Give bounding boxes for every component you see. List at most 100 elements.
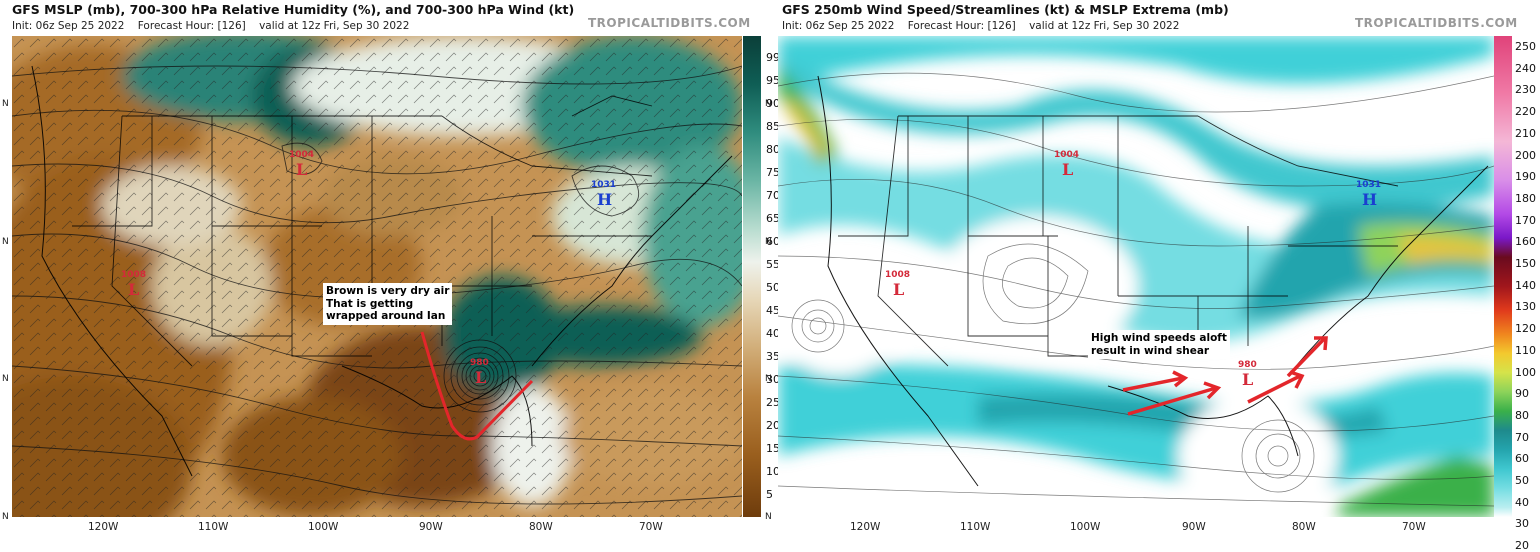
panel-subtitle: Init: 06z Sep 25 2022 Forecast Hour: [12… (12, 20, 419, 32)
low-pressure-value: 1008 (121, 270, 147, 280)
hurricane-pressure-value: 980 (470, 358, 489, 368)
colorbar-tick-label: 60 (1515, 452, 1529, 466)
colorbar-tick-label: 20 (766, 419, 780, 432)
lat-label: N (2, 99, 9, 109)
init-time: Init: 06z Sep 25 2022 (12, 20, 125, 32)
lon-label: 80W (529, 521, 553, 533)
colorbar-tick-label: 80 (766, 143, 780, 156)
colorbar-tick-label: 40 (766, 327, 780, 340)
colorbar-tick-label: 170 (1515, 213, 1536, 227)
colorbar-tick-label: 180 (1515, 191, 1536, 205)
low-pressure-value: 1004 (289, 150, 315, 160)
rh-colorbar-labels: 99 95 90 85 80 75 70 65 60 55 50 45 40 35 30 25 20 15 10 5 (766, 36, 806, 517)
colorbar-tick-label: 60 (766, 235, 780, 248)
brand-watermark: TROPICALTIDBITS.COM (1355, 16, 1518, 30)
colorbar-tick-label: 150 (1515, 257, 1536, 270)
colorbar-tick-label: 45 (766, 304, 780, 317)
brand-watermark: TROPICALTIDBITS.COM (588, 16, 751, 30)
colorbar-tick-label: 30 (1515, 517, 1529, 531)
colorbar-tick-label: 80 (1515, 408, 1529, 422)
lon-label: 90W (1182, 521, 1206, 533)
wind-colorbar (1494, 36, 1512, 517)
panel-subtitle: Init: 06z Sep 25 2022 Forecast Hour: [12… (782, 20, 1189, 32)
rh-colorbar (743, 36, 761, 517)
colorbar-tick-label: 70 (1515, 430, 1529, 444)
lat-label: N (765, 374, 772, 384)
wind-colorbar-labels: 250 240 230 220 210 200 190 180 170 160 150 140 130 1… (1515, 36, 1540, 551)
lon-label: 120W (850, 521, 881, 533)
annotation-line: wrapped around Ian (326, 310, 446, 322)
lat-label: N (765, 237, 772, 247)
init-time: Init: 06z Sep 25 2022 (782, 20, 895, 32)
colorbar-tick-label: 25 (766, 396, 780, 409)
colorbar-tick-label: 20 (1515, 539, 1529, 552)
colorbar-tick-label: 140 (1515, 278, 1536, 292)
high-pressure-letter: H (1362, 190, 1378, 209)
dry-air-annotation: Brown is very dry air That is getting wr… (323, 283, 453, 325)
valid-time: valid at 12z Fri, Sep 30 2022 (1029, 20, 1180, 32)
colorbar-tick-label: 15 (766, 442, 780, 455)
high-pressure-letter: H (597, 190, 613, 209)
colorbar-tick-label: 130 (1515, 300, 1536, 314)
annotation-line: High wind speeds aloft (1091, 332, 1227, 344)
rh-map-svg (12, 36, 742, 517)
lon-label: 100W (308, 521, 339, 533)
colorbar-tick-label: 70 (766, 189, 780, 202)
forecast-hour: Forecast Hour: [126] (137, 20, 246, 32)
colorbar-tick-label: 160 (1515, 235, 1536, 249)
colorbar-tick-label: 55 (766, 258, 780, 271)
wind-map (778, 36, 1494, 517)
lon-label: 110W (198, 521, 229, 533)
valid-time: valid at 12z Fri, Sep 30 2022 (259, 20, 410, 32)
colorbar-tick-label: 99 (766, 51, 780, 64)
colorbar-tick-label: 200 (1515, 148, 1536, 162)
annotation-line: Brown is very dry air (326, 285, 450, 297)
low-pressure-value: 1004 (1054, 150, 1080, 160)
lon-label: 70W (639, 521, 663, 533)
colorbar-tick-label: 120 (1515, 322, 1536, 336)
lat-label: N (2, 237, 9, 247)
rh-map (12, 36, 742, 517)
low-pressure-letter: L (1062, 160, 1074, 179)
colorbar-tick-label: 190 (1515, 170, 1536, 184)
annotation-line: result in wind shear (1091, 344, 1210, 357)
wind-shear-annotation: High wind speeds aloft result in wind sh… (1088, 330, 1230, 359)
colorbar-tick-label: 65 (766, 212, 780, 225)
colorbar-tick-label: 40 (1515, 495, 1529, 509)
colorbar-tick-label: 95 (766, 74, 780, 87)
colorbar-tick-label: 210 (1515, 126, 1536, 140)
lon-label: 120W (88, 521, 119, 533)
jet-stream-panel: GFS 250mb Wind Speed/Streamlines (kt) & … (765, 0, 1540, 551)
low-pressure-value: 1008 (885, 270, 911, 280)
lat-label: N (765, 99, 772, 109)
dry-air-arrow (420, 331, 534, 441)
colorbar-tick-label: 230 (1515, 83, 1536, 97)
lat-label: N (2, 374, 9, 384)
annotation-line: That is getting (326, 297, 414, 310)
colorbar-tick-label: 5 (766, 488, 773, 501)
wind-map-svg (778, 36, 1494, 517)
colorbar-tick-label: 10 (766, 465, 780, 478)
colorbar-tick-label: 35 (766, 350, 780, 363)
forecast-hour: Forecast Hour: [126] (907, 20, 1016, 32)
lat-label: N (765, 512, 772, 522)
hurricane-low-letter: L (475, 368, 487, 387)
lon-label: 80W (1292, 521, 1316, 533)
panel-title: GFS MSLP (mb), 700-300 hPa Relative Humi… (12, 2, 575, 17)
lon-label: 100W (1070, 521, 1101, 533)
rh-wind-panel: GFS MSLP (mb), 700-300 hPa Relative Humi… (0, 0, 780, 534)
lon-label: 110W (960, 521, 991, 533)
low-pressure-letter: L (128, 280, 140, 299)
colorbar-tick-label: 50 (1515, 474, 1529, 487)
low-pressure-letter: L (893, 280, 905, 299)
colorbar-tick-label: 240 (1515, 61, 1536, 75)
low-pressure-letter: L (296, 160, 308, 179)
panel-title: GFS 250mb Wind Speed/Streamlines (kt) & … (782, 2, 1229, 17)
colorbar-tick-label: 50 (766, 281, 780, 294)
colorbar-tick-label: 90 (766, 97, 780, 110)
lat-label: N (2, 512, 9, 522)
colorbar-tick-label: 75 (766, 166, 780, 179)
hurricane-low-letter: L (1242, 370, 1254, 389)
colorbar-tick-label: 110 (1515, 343, 1536, 357)
colorbar-tick-label: 250 (1515, 40, 1536, 53)
